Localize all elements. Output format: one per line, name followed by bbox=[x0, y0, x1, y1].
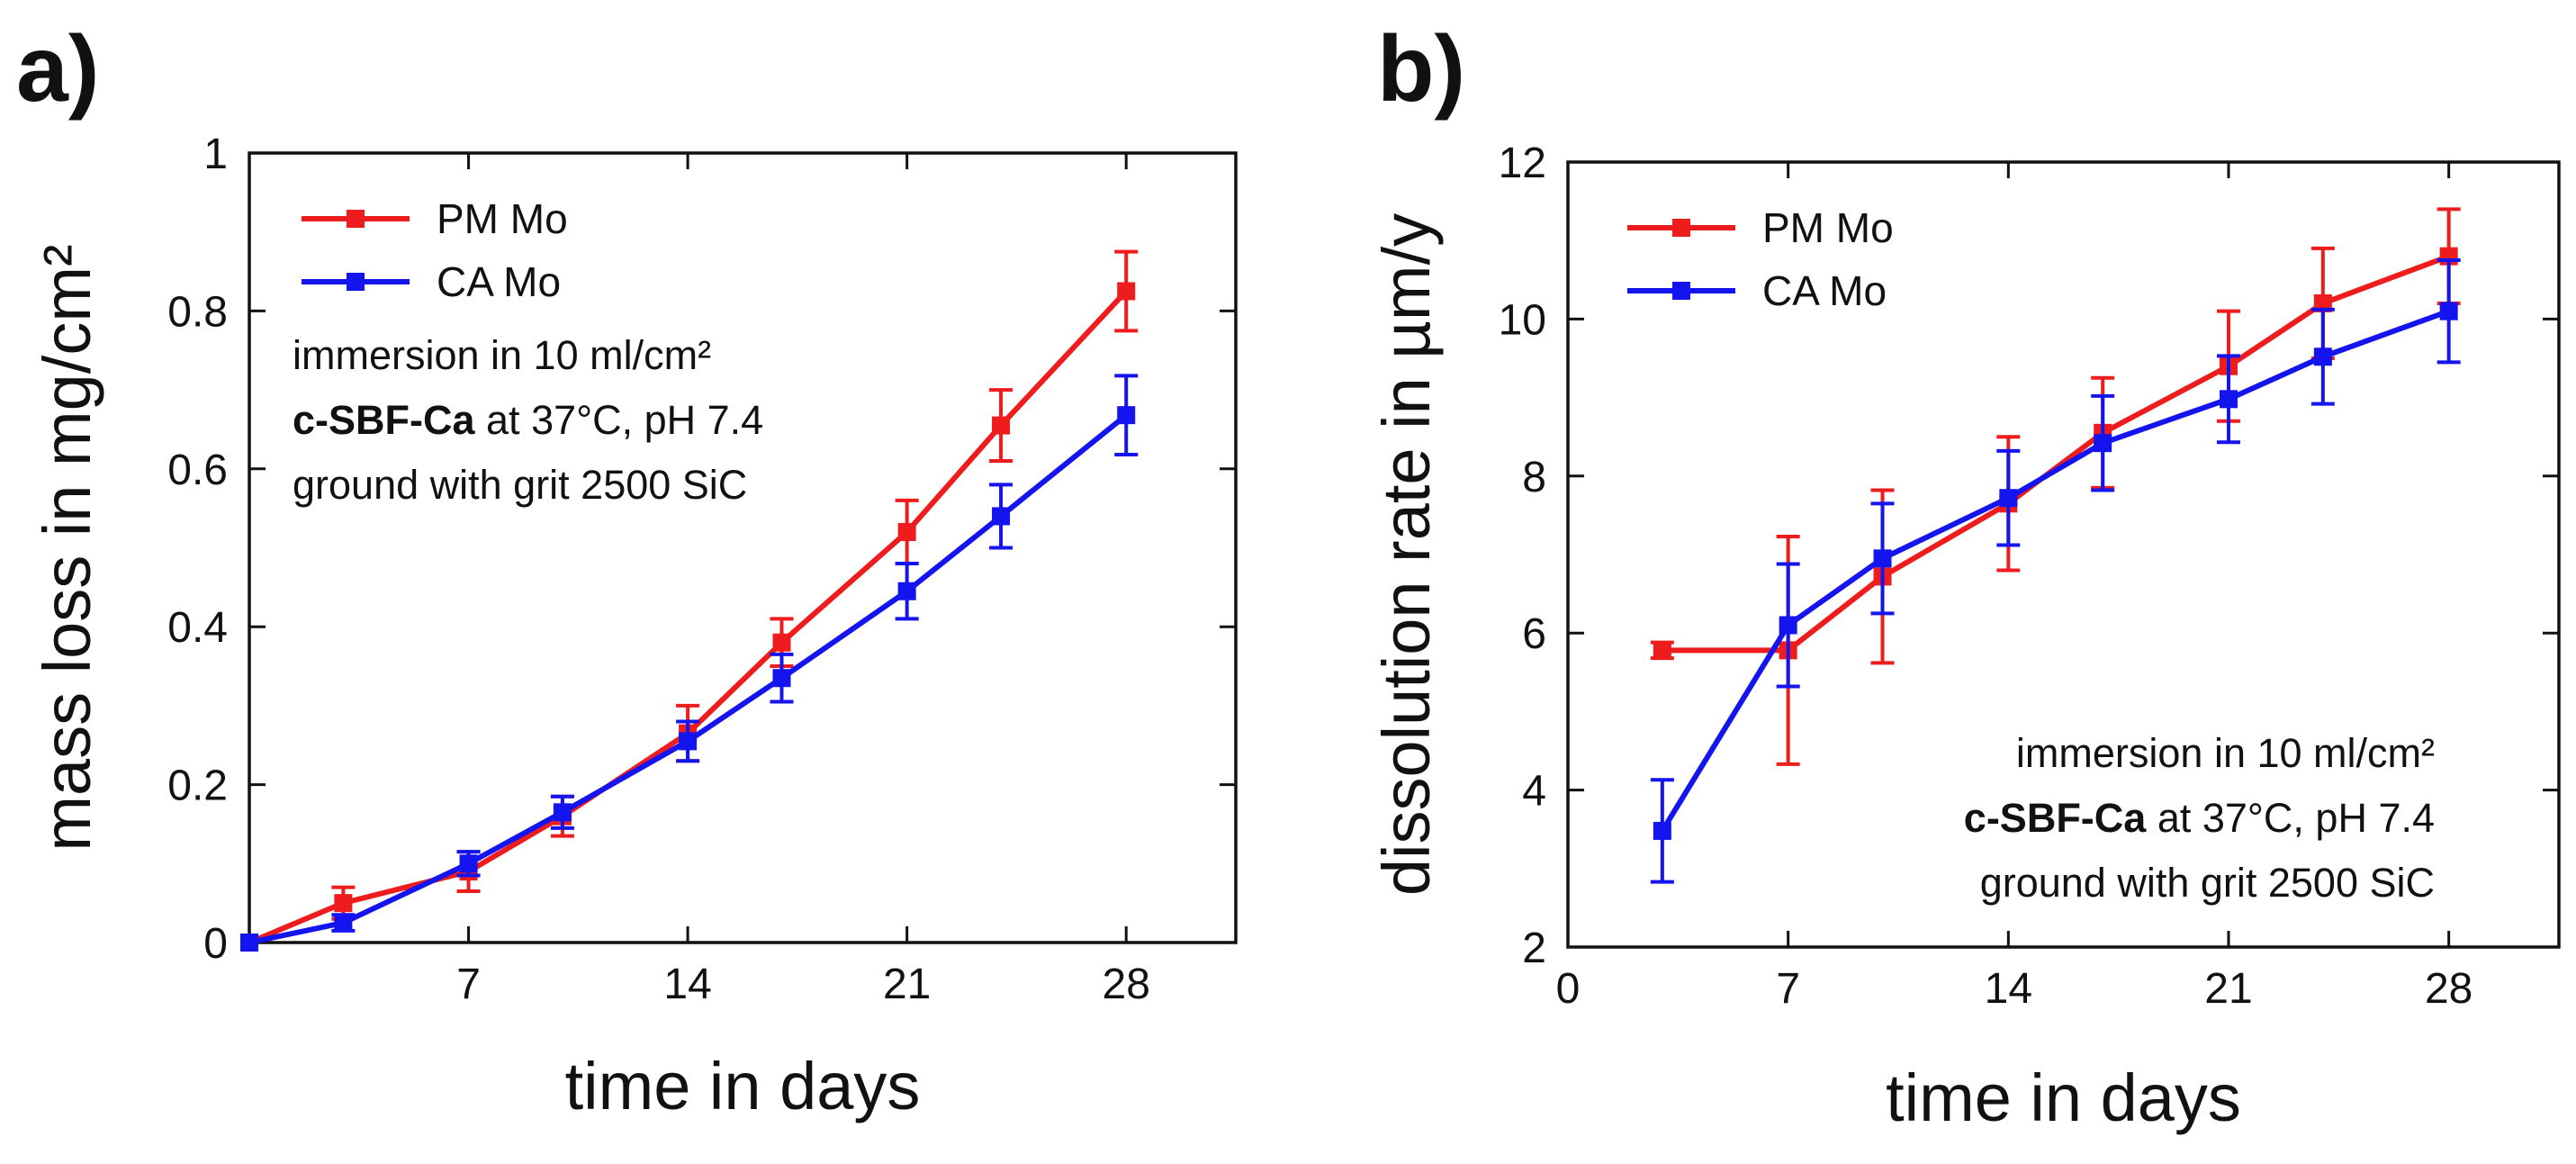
panel-b-x-tick-label: 7 bbox=[1776, 965, 1800, 1013]
panel-a-pm-mo-point bbox=[992, 416, 1011, 435]
panel-a-pm-mo-point bbox=[1117, 282, 1136, 301]
panel-b-y-tick-label: 12 bbox=[1499, 140, 1546, 187]
panel-a-ca-mo-point bbox=[897, 582, 916, 600]
panel-b-annotation-text: at 37°C, pH 7.4 bbox=[2146, 795, 2435, 841]
panel-a-ca-mo-legend-marker bbox=[347, 273, 365, 291]
panel-a-y-tick-label: 0.4 bbox=[167, 604, 228, 652]
panel-a-annotation-text: at 37°C, pH 7.4 bbox=[475, 397, 764, 443]
panel-b-x-axis-label: time in days bbox=[1886, 1060, 2241, 1135]
panel-a-pm-mo-point bbox=[772, 633, 791, 652]
panel-b-ca-mo-point bbox=[2313, 347, 2332, 366]
panel-b-annotation-bold: c-SBF-Ca bbox=[1964, 795, 2147, 841]
panel-b-letter: b) bbox=[1377, 17, 1465, 122]
panel-a-ca-mo-point bbox=[459, 854, 478, 873]
panel-b-annotation-line-2: c-SBF-Ca at 37°C, pH 7.4 bbox=[1964, 795, 2435, 841]
panel-b-pm-mo-legend-marker bbox=[1672, 219, 1690, 237]
panel-a-ca-mo-point bbox=[553, 803, 572, 822]
panel-b-x-tick-label: 14 bbox=[1985, 965, 2032, 1013]
panel-b-y-tick-label: 2 bbox=[1522, 925, 1546, 972]
panel-a-x-tick-label: 21 bbox=[883, 961, 931, 1008]
panel-b-ca-mo-point bbox=[1999, 489, 2018, 508]
panel-b-ca-mo-line bbox=[1660, 308, 2450, 833]
panel-a-ca-mo-point bbox=[334, 914, 353, 933]
panel-a-pm-mo-point bbox=[897, 522, 916, 541]
panel-b-ca-mo-legend-label: CA Mo bbox=[1762, 267, 1887, 314]
panel-b-ca-mo-point bbox=[1779, 616, 1797, 635]
panel-a-letter: a) bbox=[16, 17, 99, 122]
panel-b-annotation-line-1: immersion in 10 ml/cm² bbox=[2016, 730, 2435, 776]
panel-a-y-tick-label: 0.2 bbox=[167, 762, 228, 810]
panel-a-ca-mo-point bbox=[1117, 406, 1136, 425]
panel-a-y-tick-label: 0.8 bbox=[167, 288, 228, 336]
panel-b-ca-mo-point bbox=[1873, 549, 1892, 568]
chart-panel-a: a) 7 14 21 28 0 0.2 0.4 0.6 0.8 1 time in days mass … bbox=[16, 17, 1238, 1123]
panel-b-annotation-text: immersion in 10 ml/cm² bbox=[2016, 730, 2435, 776]
panel-a-x-tick-label: 28 bbox=[1103, 961, 1150, 1008]
panel-a-y-tick-label: 1 bbox=[203, 131, 228, 178]
panel-a-x-axis-label: time in days bbox=[565, 1049, 921, 1123]
panel-a-ca-mo-point bbox=[240, 934, 258, 952]
panel-b-annotation-line-3: ground with grit 2500 SiC bbox=[1980, 860, 2435, 906]
panel-a-y-axis-label: mass loss in mg/cm² bbox=[30, 244, 104, 851]
panel-a-annotation-bold: c-SBF-Ca bbox=[293, 397, 475, 443]
panel-a-pm-mo-legend-marker bbox=[347, 210, 365, 228]
panel-a-ca-mo-point bbox=[772, 669, 791, 688]
panel-b-y-axis-label: dissolution rate in µm/y bbox=[1369, 213, 1444, 896]
panel-b-y-tick-label: 10 bbox=[1499, 296, 1546, 344]
panel-a-pm-mo-legend-label: PM Mo bbox=[437, 195, 568, 242]
panel-a-pm-mo-point bbox=[334, 894, 353, 913]
panel-b-plot-frame bbox=[1566, 160, 2561, 949]
panel-a-annotation-text: ground with grit 2500 SiC bbox=[293, 462, 747, 508]
panel-b-ca-mo-point bbox=[2220, 390, 2238, 409]
panel-b-pm-mo-line bbox=[1662, 253, 2450, 654]
panel-a-annotation-line-2: c-SBF-Ca at 37°C, pH 7.4 bbox=[293, 397, 763, 443]
panel-a-plot-frame bbox=[248, 151, 1238, 944]
panel-b-annotation-text: ground with grit 2500 SiC bbox=[1980, 860, 2435, 906]
panel-b-ca-mo-point bbox=[2094, 434, 2112, 453]
panel-a-ca-mo-legend-label: CA Mo bbox=[437, 258, 561, 305]
panel-b-y-tick-label: 8 bbox=[1522, 454, 1546, 501]
panel-b-x-tick-label: 21 bbox=[2204, 965, 2252, 1013]
panel-a-annotation-line-3: ground with grit 2500 SiC bbox=[293, 462, 747, 508]
panel-a-annotation-text: immersion in 10 ml/cm² bbox=[293, 332, 711, 378]
panel-a-y-tick-label: 0 bbox=[203, 920, 228, 968]
panel-b-pm-mo-point bbox=[1653, 641, 1671, 660]
panel-a-ca-mo-point bbox=[992, 507, 1011, 526]
panel-b-pm-mo-legend-label: PM Mo bbox=[1762, 204, 1894, 251]
panel-a-ca-mo-point bbox=[679, 732, 698, 751]
panel-b-ca-mo-point bbox=[1653, 821, 1671, 840]
panel-b-y-tick-label: 6 bbox=[1522, 610, 1546, 658]
panel-a-y-tick-label: 0.6 bbox=[167, 447, 228, 494]
panel-a-x-tick-label: 7 bbox=[456, 961, 481, 1008]
panel-b-x-tick-label: 0 bbox=[1556, 965, 1581, 1013]
panel-b-y-tick-label: 4 bbox=[1522, 768, 1546, 816]
panel-a-x-tick-label: 14 bbox=[663, 961, 711, 1008]
panel-b-ca-mo-point bbox=[2439, 302, 2458, 320]
chart-panel-b: b) 0 7 14 21 28 2 4 6 8 10 12 time in days dissolutio… bbox=[1369, 17, 2561, 1135]
panel-b-ca-mo-legend-marker bbox=[1672, 282, 1690, 300]
panel-a-annotation-line-1: immersion in 10 ml/cm² bbox=[293, 332, 711, 378]
panel-b-x-tick-label: 28 bbox=[2425, 965, 2472, 1013]
